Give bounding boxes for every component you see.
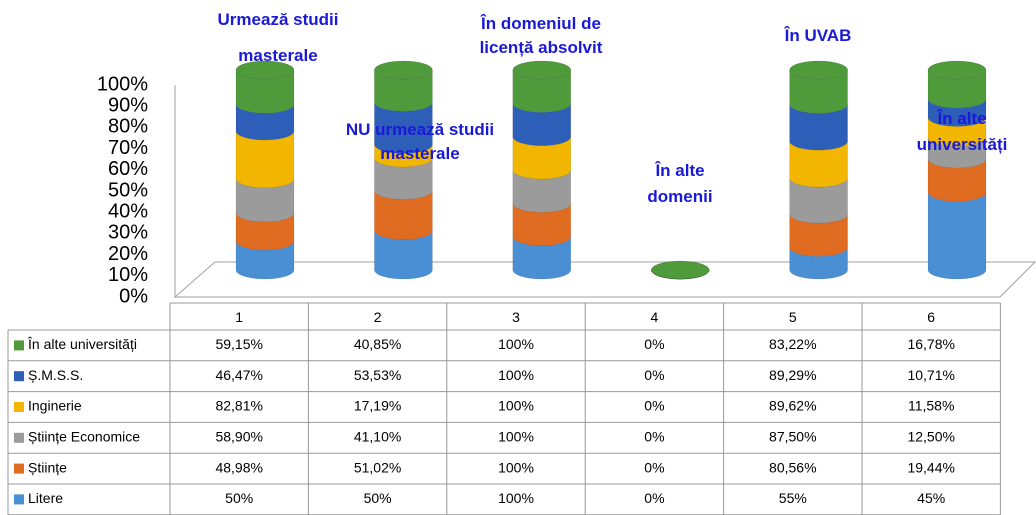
table-cell: 89,62% bbox=[769, 398, 816, 414]
table-cell: 0% bbox=[644, 398, 664, 414]
table-cell: 55% bbox=[779, 490, 807, 506]
cylinder-segment bbox=[374, 144, 433, 168]
cylinder-segment bbox=[927, 192, 987, 280]
x-tick-label: 5 bbox=[789, 309, 797, 325]
y-tick-label: 0% bbox=[119, 285, 148, 307]
table-cell: 83,22% bbox=[769, 336, 816, 352]
table-cell: 11,58% bbox=[908, 398, 954, 414]
annotation: În alte domenii bbox=[647, 161, 713, 206]
table-cell: 0% bbox=[644, 490, 664, 506]
table-cell: 89,29% bbox=[769, 367, 816, 383]
floor bbox=[173, 261, 1036, 298]
legend-label: Inginerie bbox=[28, 398, 82, 414]
table-cell: 100% bbox=[498, 490, 534, 506]
table-cell: 82,81% bbox=[215, 398, 262, 414]
annotation: Urmează studii masterale bbox=[217, 10, 339, 65]
legend-swatch bbox=[14, 494, 24, 505]
table-cell: 12,50% bbox=[907, 429, 954, 445]
x-tick-label: 6 bbox=[927, 309, 935, 325]
annotation: În alte universități bbox=[916, 109, 1008, 154]
cylinder-segment bbox=[512, 136, 572, 180]
y-tick-label: 20% bbox=[108, 243, 148, 265]
table-cell: 80,56% bbox=[769, 459, 816, 475]
y-tick-label: 40% bbox=[108, 200, 148, 222]
table-cell: 50% bbox=[364, 490, 392, 506]
cylinder-segment bbox=[235, 178, 295, 223]
table-cell: 100% bbox=[498, 459, 534, 475]
legend-swatch bbox=[14, 432, 24, 443]
legend-label: Științe Economice bbox=[28, 429, 140, 445]
x-tick-label: 1 bbox=[235, 309, 243, 325]
table-cell: 41,10% bbox=[354, 429, 401, 445]
y-tick-label: 80% bbox=[108, 116, 148, 138]
cylinder-segment bbox=[374, 157, 433, 200]
y-tick-label: 30% bbox=[108, 222, 148, 244]
cylinder-segment bbox=[789, 178, 848, 224]
table-cell: 51,02% bbox=[354, 459, 401, 475]
table-cell: 53,53% bbox=[354, 367, 401, 383]
table-cell: 45% bbox=[917, 490, 945, 506]
table-cell: 0% bbox=[644, 336, 664, 352]
cylinder-segment bbox=[789, 214, 848, 257]
cylinder-segment bbox=[374, 230, 433, 280]
y-tick-label: 70% bbox=[108, 137, 148, 159]
table-cell: 100% bbox=[498, 429, 534, 445]
legend-swatch bbox=[14, 340, 24, 351]
cylinder-cap bbox=[512, 60, 572, 80]
annotation: În UVAB bbox=[784, 26, 852, 45]
table-cell: 59,15% bbox=[215, 336, 262, 352]
annotation: NU urmează studii masterale bbox=[345, 120, 495, 163]
table-cell: 16,78% bbox=[907, 336, 954, 352]
table-cell: 48,98% bbox=[215, 459, 262, 475]
legend-label: Litere bbox=[28, 490, 63, 506]
legend-label: Ș.M.S.S. bbox=[28, 367, 83, 383]
y-tick-label: 100% bbox=[97, 73, 148, 95]
cylinder-cap bbox=[789, 60, 848, 80]
table-cell: 0% bbox=[644, 459, 664, 475]
cylinder-cap bbox=[927, 60, 987, 80]
cylinder-cap bbox=[374, 60, 433, 80]
table-cell: 0% bbox=[644, 367, 664, 383]
y-tick-label: 10% bbox=[108, 264, 148, 286]
table-cell: 46,47% bbox=[215, 367, 262, 383]
table-cell: 100% bbox=[498, 367, 534, 383]
cylinder-cap bbox=[650, 260, 710, 280]
y-tick-label: 90% bbox=[108, 94, 148, 116]
x-tick-label: 2 bbox=[374, 309, 382, 325]
table-cell: 100% bbox=[498, 336, 534, 352]
y-tick-label: 50% bbox=[108, 179, 148, 201]
table-cell: 19,44% bbox=[907, 459, 954, 475]
cylinder-cap bbox=[235, 60, 295, 80]
table-cell: 17,19% bbox=[354, 398, 401, 414]
legend-label: Științe bbox=[28, 459, 67, 475]
cylinder-segment bbox=[374, 102, 433, 154]
legend-swatch bbox=[14, 463, 24, 474]
legend-label: În alte universități bbox=[27, 336, 137, 352]
table-cell: 100% bbox=[498, 398, 534, 414]
x-tick-label: 3 bbox=[512, 309, 520, 325]
legend-swatch bbox=[14, 402, 24, 412]
table-cell: 0% bbox=[644, 429, 664, 445]
cylinder-segment bbox=[512, 236, 572, 280]
y-tick-label: 60% bbox=[108, 158, 148, 180]
table-cell: 87,50% bbox=[769, 429, 816, 445]
table-cell: 58,90% bbox=[215, 429, 262, 445]
annotation: În domeniul de licență absolvit bbox=[479, 14, 603, 57]
x-tick-label: 4 bbox=[651, 309, 659, 325]
table-cell: 40,85% bbox=[354, 336, 401, 352]
table-cell: 50% bbox=[225, 490, 253, 506]
legend-swatch bbox=[14, 371, 24, 382]
table-cell: 10,71% bbox=[907, 367, 954, 383]
